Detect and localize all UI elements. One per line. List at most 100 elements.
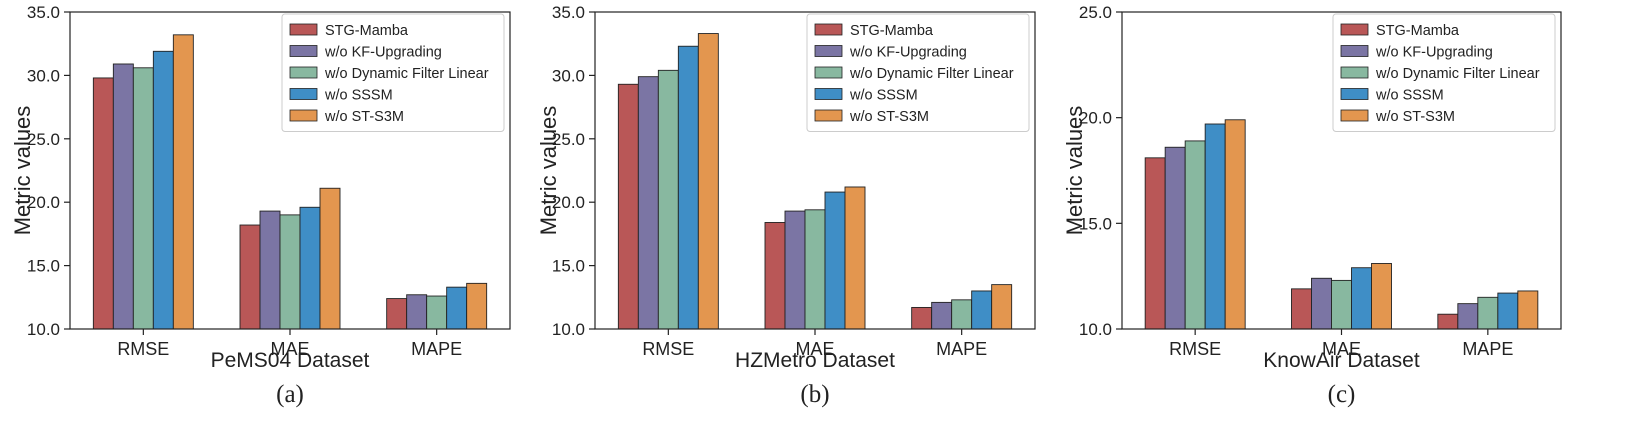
y-tick-label: 30.0 — [27, 66, 60, 85]
y-tick-label: 15.0 — [1079, 214, 1112, 233]
legend-label-5: w/o ST-S3M — [849, 109, 929, 125]
bar-mae-series-2 — [1311, 277, 1332, 330]
legend-label-1: STG-Mamba — [325, 23, 409, 39]
bar-mae-series-2 — [784, 210, 806, 330]
legend: STG-Mamba w/o KF-Upgrading w/o Dynamic Fil… — [806, 13, 1030, 132]
legend-label-2: w/o KF-Upgrading — [1375, 45, 1493, 61]
bar-mape-series-4 — [1497, 292, 1519, 330]
y-axis-label: Metric values — [536, 106, 561, 236]
x-tick-label-rmse: RMSE — [117, 339, 169, 359]
legend-swatch-2 — [1340, 45, 1369, 57]
bar-mae-series-1 — [764, 222, 786, 330]
legend-label-1: STG-Mamba — [1376, 23, 1460, 39]
x-tick-label-mape: MAPE — [936, 339, 987, 359]
legend-swatch-5 — [814, 109, 843, 122]
legend-label-1: STG-Mamba — [850, 23, 934, 39]
bar-mape-series-2 — [931, 301, 953, 330]
bar-mae-series-3 — [804, 209, 826, 330]
legend-swatch-4 — [289, 88, 318, 100]
bar-mape-series-4 — [971, 290, 993, 330]
chart-panel-1: 10.0 15.0 20.0 25.0 30.0 35.0 RMSE MAE MAPE Metri… — [10, 3, 511, 408]
bar-mape-series-5 — [991, 284, 1013, 330]
x-tick-label-rmse: RMSE — [642, 339, 694, 359]
legend-swatch-3 — [1340, 66, 1369, 79]
x-tick-label-mae: MAE — [270, 339, 309, 359]
bar-mae-series-5 — [319, 187, 341, 330]
bar-mape-series-5 — [466, 282, 488, 330]
y-tick-label: 10.0 — [1079, 320, 1112, 339]
x-axis-label: HZMetro Dataset — [735, 349, 895, 372]
legend-label-3: w/o Dynamic Filter Linear — [324, 66, 489, 82]
legend-label-2: w/o KF-Upgrading — [849, 45, 967, 61]
bar-mape-series-3 — [1477, 296, 1499, 330]
legend-swatch-1 — [814, 23, 843, 36]
x-axis-label: PeMS04 Dataset — [211, 349, 370, 372]
y-tick-label: 35.0 — [27, 3, 60, 22]
y-tick-label: 10.0 — [27, 320, 60, 339]
bar-mae-series-5 — [1371, 263, 1392, 330]
bar-rmse-series-1 — [92, 77, 114, 330]
bar-mape-series-1 — [911, 306, 933, 330]
bar-rmse-series-3 — [657, 69, 679, 330]
bar-rmse-series-3 — [132, 67, 154, 330]
y-tick-label: 35.0 — [552, 3, 585, 22]
panel-tag: (a) — [276, 381, 304, 408]
legend-swatch-2 — [814, 45, 843, 57]
bar-mape-series-2 — [406, 294, 428, 330]
bar-mae-series-4 — [299, 206, 321, 330]
y-tick-label: 20.0 — [552, 193, 585, 212]
legend-swatch-1 — [1340, 23, 1369, 36]
y-tick-label: 15.0 — [552, 257, 585, 276]
bar-mape-series-1 — [386, 298, 408, 330]
legend: STG-Mamba w/o KF-Upgrading w/o Dynamic Fil… — [281, 13, 505, 132]
x-tick-label-mape: MAPE — [411, 339, 462, 359]
bar-mape-series-1 — [1437, 313, 1459, 330]
x-axis-label: KnowAir Dataset — [1263, 349, 1420, 372]
y-tick-label: 20.0 — [27, 193, 60, 212]
y-tick-label: 20.0 — [1079, 109, 1112, 128]
y-tick-label: 25.0 — [1079, 3, 1112, 22]
legend: STG-Mamba w/o KF-Upgrading w/o Dynamic Fil… — [1332, 13, 1556, 132]
bar-mae-series-3 — [1331, 279, 1352, 330]
legend-label-5: w/o ST-S3M — [324, 109, 404, 125]
bar-rmse-series-2 — [1164, 146, 1186, 330]
bar-mape-series-2 — [1457, 303, 1479, 330]
chart-panel-3: 10.0 15.0 20.0 25.0 RMSE MAE MAPE Metric values… — [1062, 3, 1562, 408]
y-tick-label: 30.0 — [552, 66, 585, 85]
legend-swatch-1 — [289, 23, 318, 36]
legend-label-3: w/o Dynamic Filter Linear — [1375, 66, 1540, 82]
bar-rmse-series-1 — [1144, 157, 1166, 330]
legend-label-4: w/o SSSM — [1375, 88, 1444, 104]
bar-mae-series-3 — [279, 214, 301, 330]
bar-rmse-series-5 — [697, 33, 719, 330]
legend-label-5: w/o ST-S3M — [1375, 109, 1455, 125]
bar-mape-series-3 — [426, 295, 448, 330]
y-tick-label: 25.0 — [27, 130, 60, 149]
bar-mape-series-3 — [951, 299, 973, 330]
bar-mae-series-4 — [1351, 267, 1372, 330]
bar-rmse-series-5 — [172, 34, 194, 330]
bar-rmse-series-4 — [677, 45, 699, 330]
legend-box — [281, 13, 505, 132]
bar-mae-series-2 — [259, 210, 281, 330]
bar-rmse-series-4 — [1204, 123, 1226, 330]
panel-tag: (b) — [800, 381, 829, 408]
legend-label-4: w/o SSSM — [324, 88, 393, 104]
legend-box — [806, 13, 1030, 132]
x-tick-label-mae: MAE — [795, 339, 834, 359]
bar-rmse-series-3 — [1184, 140, 1206, 330]
x-tick-label-mae: MAE — [1322, 339, 1361, 359]
y-axis-label: Metric values — [10, 106, 35, 236]
x-tick-label-mape: MAPE — [1462, 339, 1513, 359]
bar-mae-series-5 — [844, 186, 866, 330]
bar-rmse-series-2 — [112, 63, 134, 330]
bar-mae-series-1 — [1291, 288, 1312, 330]
bar-rmse-series-5 — [1224, 119, 1246, 330]
legend-swatch-4 — [1340, 88, 1369, 100]
legend-swatch-2 — [289, 45, 318, 57]
legend-swatch-5 — [1340, 109, 1369, 122]
y-axis-label: Metric values — [1062, 106, 1087, 236]
legend-label-2: w/o KF-Upgrading — [324, 45, 442, 61]
bar-mae-series-1 — [239, 224, 261, 330]
